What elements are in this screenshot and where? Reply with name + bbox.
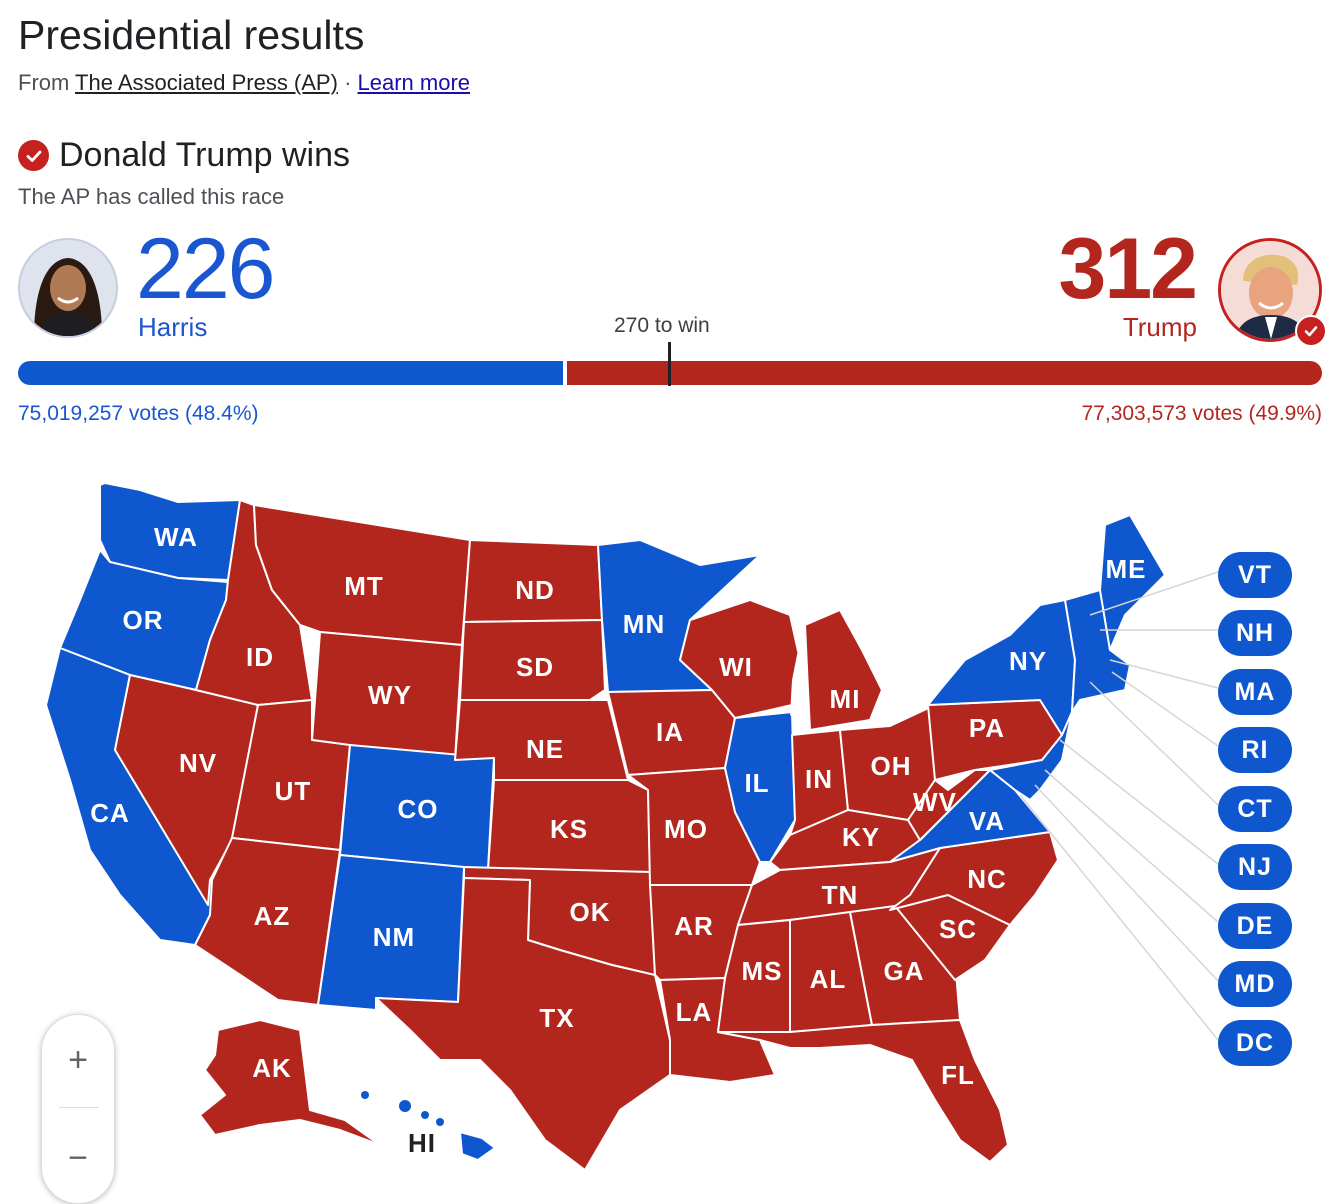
label-wi: WI — [719, 652, 753, 682]
label-in: IN — [805, 764, 833, 794]
label-ms: MS — [742, 956, 783, 986]
trump-electoral-votes: 312 — [1058, 221, 1198, 317]
label-me: ME — [1106, 554, 1147, 584]
callout-ri[interactable]: RI — [1218, 727, 1292, 773]
zoom-out-button[interactable]: − — [68, 1138, 88, 1177]
callout-dc[interactable]: DC — [1218, 1020, 1292, 1066]
label-wv: WV — [913, 787, 957, 817]
label-wa: WA — [154, 522, 198, 552]
label-nm: NM — [373, 922, 415, 952]
label-sc: SC — [939, 914, 977, 944]
winner-check-icon — [1295, 315, 1327, 347]
state-me[interactable] — [1099, 514, 1166, 651]
race-called-text: The AP has called this race — [18, 184, 285, 209]
label-ok: OK — [570, 897, 611, 927]
threshold-label: 270 to win — [614, 314, 710, 337]
page-title: Presidential results — [18, 12, 365, 58]
label-al: AL — [810, 964, 847, 994]
label-nd: ND — [515, 575, 555, 605]
label-hi: HI — [408, 1128, 436, 1158]
source-prefix: From — [18, 70, 70, 95]
source-link[interactable]: The Associated Press (AP) — [75, 70, 338, 95]
learn-more-link[interactable]: Learn more — [357, 70, 471, 95]
label-fl: FL — [941, 1060, 975, 1090]
label-ks: KS — [550, 814, 588, 844]
zoom-in-button[interactable]: + — [68, 1040, 88, 1079]
label-va: VA — [969, 806, 1005, 836]
source-separator: · — [344, 70, 352, 95]
trump-popular-vote: 77,303,573 votes (49.9%) — [1081, 402, 1323, 425]
great-lakes — [752, 587, 830, 730]
harris-bar-segment — [18, 361, 564, 385]
harris-name: Harris — [138, 312, 208, 342]
label-mt: MT — [344, 571, 384, 601]
label-mi: MI — [830, 684, 861, 714]
label-oh: OH — [871, 751, 912, 781]
state-tx[interactable] — [375, 877, 671, 1171]
label-ny: NY — [1009, 646, 1047, 676]
harris-electoral-votes: 226 — [136, 221, 275, 317]
trump-bar-segment — [567, 361, 1322, 385]
label-ia: IA — [656, 717, 684, 747]
state-ga[interactable] — [849, 905, 961, 1026]
label-wy: WY — [368, 680, 412, 710]
label-or: OR — [123, 605, 164, 635]
label-nc: NC — [967, 864, 1007, 894]
state-labels: WA OR CA NV ID MT WY UT AZ CO NM ND SD N… — [90, 522, 1147, 1158]
callout-md[interactable]: MD — [1218, 961, 1292, 1007]
check-icon — [18, 140, 49, 171]
callout-ct[interactable]: CT — [1218, 786, 1292, 832]
callout-nh[interactable]: NH — [1218, 610, 1292, 656]
callout-de[interactable]: DE — [1218, 903, 1292, 949]
callout-nj[interactable]: NJ — [1218, 844, 1292, 890]
zoom-divider — [59, 1107, 99, 1108]
label-ar: AR — [674, 911, 714, 941]
label-il: IL — [744, 768, 769, 798]
callout-vt[interactable]: VT — [1218, 552, 1292, 598]
harris-avatar — [18, 238, 118, 338]
label-ky: KY — [842, 822, 880, 852]
label-co: CO — [398, 794, 439, 824]
hawaii-islands — [361, 1091, 444, 1126]
harris-popular-vote: 75,019,257 votes (48.4%) — [18, 402, 259, 425]
state-sd[interactable] — [459, 619, 606, 701]
label-tx: TX — [539, 1003, 574, 1033]
label-id: ID — [246, 642, 274, 672]
label-az: AZ — [254, 901, 291, 931]
state-il[interactable] — [724, 711, 796, 863]
winner-headline: Donald Trump wins — [59, 136, 351, 174]
label-ca: CA — [90, 798, 130, 828]
state-hi[interactable] — [459, 1131, 496, 1161]
bar-divider — [563, 361, 568, 385]
source-line: From The Associated Press (AP) · Learn m… — [18, 70, 470, 96]
state-mi[interactable] — [804, 609, 883, 731]
winner-row: Donald Trump wins — [18, 136, 350, 175]
state-wv[interactable] — [907, 769, 991, 841]
label-sd: SD — [516, 652, 554, 682]
trump-name: Trump — [1122, 312, 1197, 342]
label-tn: TN — [822, 880, 859, 910]
label-mn: MN — [623, 609, 665, 639]
label-pa: PA — [969, 713, 1005, 743]
label-ga: GA — [884, 956, 925, 986]
zoom-control: + − — [41, 1014, 115, 1204]
label-ne: NE — [526, 734, 564, 764]
electoral-vote-bar — [18, 361, 1322, 385]
label-mo: MO — [664, 814, 708, 844]
label-ak: AK — [252, 1053, 292, 1083]
label-ut: UT — [275, 776, 312, 806]
label-nv: NV — [179, 748, 217, 778]
label-la: LA — [676, 997, 713, 1027]
us-electoral-map[interactable]: WA OR CA NV ID MT WY UT AZ CO NM ND SD N… — [0, 430, 1336, 1188]
state-ak[interactable] — [199, 1019, 381, 1146]
callout-ma[interactable]: MA — [1218, 669, 1292, 715]
threshold-marker — [668, 342, 671, 386]
state-fl[interactable] — [717, 1019, 1009, 1163]
callout-leaders — [1019, 571, 1219, 1041]
